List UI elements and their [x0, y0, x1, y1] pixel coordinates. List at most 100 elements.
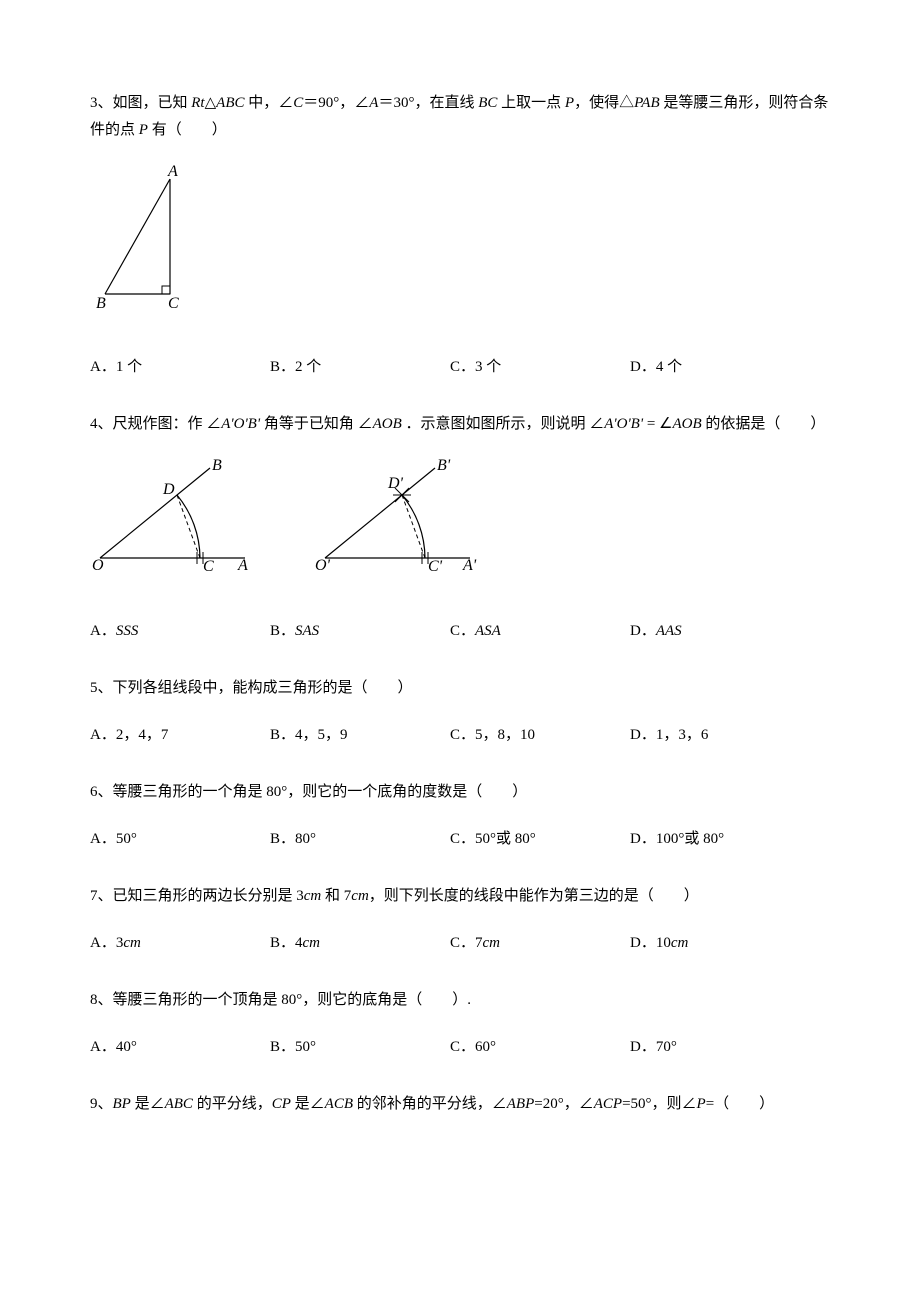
- q4-opt-a-pre: A．: [90, 623, 116, 639]
- q4-opt-d-pre: D．: [630, 623, 656, 639]
- q8-options: A．40° B．50° C．60° D．70°: [90, 1034, 830, 1061]
- q4-options: A．SSS B．SAS C．ASA D．AAS: [90, 618, 830, 645]
- q4-opt-d: D．AAS: [630, 618, 810, 645]
- q4-aob2: AOB: [373, 416, 402, 432]
- q4-opt-c: C．ASA: [450, 618, 630, 645]
- q4-opt-d-val: AAS: [656, 623, 682, 639]
- q7-opt-c-val: cm: [483, 935, 501, 951]
- q9-acb: ACB: [325, 1096, 353, 1112]
- svg-text:D: D: [162, 481, 175, 498]
- q7-t1: 7、已知三角形的两边长分别是 3: [90, 888, 304, 904]
- svg-text:D': D': [387, 475, 404, 492]
- q7-opt-d-pre: D．10: [630, 935, 671, 951]
- q4-m1: 角等于已知角 ∠: [260, 416, 373, 432]
- svg-text:B: B: [96, 295, 106, 312]
- q3-e1: ＝90°，∠: [303, 95, 369, 111]
- q3-figure: A B C: [90, 164, 830, 324]
- q3-e2: ＝30°，在直线: [378, 95, 478, 111]
- svg-text:C: C: [168, 295, 179, 312]
- q3-text: 3、如图，已知 Rt△ABC 中，∠C＝90°，∠A＝30°，在直线 BC 上取…: [90, 90, 830, 144]
- q4-tail: 的依据是（ ）: [702, 416, 826, 432]
- svg-text:O': O': [315, 557, 331, 574]
- q4-opt-b-val: SAS: [295, 623, 319, 639]
- q7-opt-a-pre: A．3: [90, 935, 123, 951]
- q8-opt-a: A．40°: [90, 1034, 270, 1061]
- q3-opt-c: C．3 个: [450, 354, 630, 381]
- q3-p2: P: [139, 122, 148, 138]
- q3-abc: ABC: [216, 95, 244, 111]
- q3-opt-b: B．2 个: [270, 354, 450, 381]
- q9-abc: ABC: [165, 1096, 193, 1112]
- q3-p: P: [565, 95, 574, 111]
- q6-opt-c: C．50°或 80°: [450, 826, 630, 853]
- q5-opt-c: C．5，8，10: [450, 722, 630, 749]
- svg-text:A': A': [462, 557, 477, 574]
- q6-opt-d: D．100°或 80°: [630, 826, 810, 853]
- q3-tri: △: [205, 95, 217, 111]
- q5-options: A．2，4，7 B．4，5，9 C．5，8，10 D．1，3，6: [90, 722, 830, 749]
- q4-opt-a-val: SSS: [116, 623, 139, 639]
- svg-text:O: O: [92, 557, 104, 574]
- q7-opt-c: C．7cm: [450, 930, 630, 957]
- q6-options: A．50° B．80° C．50°或 80° D．100°或 80°: [90, 826, 830, 853]
- svg-text:C': C': [428, 558, 443, 575]
- q9-p5: 的邻补角的平分线，∠: [353, 1096, 507, 1112]
- svg-text:B: B: [212, 458, 222, 474]
- q7-tail: ，则下列长度的线段中能作为第三边的是（ ）: [369, 888, 699, 904]
- q9-abp: ABP: [507, 1096, 535, 1112]
- q9-p2: 是∠: [131, 1096, 165, 1112]
- q6-opt-a: A．50°: [90, 826, 270, 853]
- q3-opt-d: D．4 个: [630, 354, 810, 381]
- q4-figure: O A B C D O' A' B' C' D': [90, 458, 830, 578]
- q4-text: 4、尺规作图：作 ∠A'O'B' 角等于已知角 ∠AOB ．示意图如图所示，则说…: [90, 411, 830, 438]
- q5-opt-b: B．4，5，9: [270, 722, 450, 749]
- svg-text:A: A: [237, 557, 248, 574]
- q3-c: C: [293, 95, 303, 111]
- q4-aob4: AOB: [672, 416, 701, 432]
- q9-p1: 9、: [90, 1096, 113, 1112]
- q5-opt-a: A．2，4，7: [90, 722, 270, 749]
- q9-p3: 的平分线，: [193, 1096, 272, 1112]
- q4-opt-b: B．SAS: [270, 618, 450, 645]
- q7-opt-b: B．4cm: [270, 930, 450, 957]
- q9-text: 9、BP 是∠ABC 的平分线，CP 是∠ACB 的邻补角的平分线，∠ABP=2…: [90, 1091, 830, 1118]
- q9-bp: BP: [113, 1096, 131, 1112]
- q3-m2: 上取一点: [497, 95, 565, 111]
- q7-opt-d-val: cm: [671, 935, 689, 951]
- q6-opt-b: B．80°: [270, 826, 450, 853]
- q6-text: 6、等腰三角形的一个角是 80°，则它的一个底角的度数是（ ）: [90, 779, 830, 806]
- q3-m1: 中，∠: [245, 95, 294, 111]
- q3-options: A．1 个 B．2 个 C．3 个 D．4 个: [90, 354, 830, 381]
- svg-text:A: A: [167, 164, 178, 180]
- svg-text:C: C: [203, 558, 214, 575]
- q5-opt-d: D．1，3，6: [630, 722, 810, 749]
- q8-text: 8、等腰三角形的一个顶角是 80°，则它的底角是（ ）.: [90, 987, 830, 1014]
- q7-text: 7、已知三角形的两边长分别是 3cm 和 7cm，则下列长度的线段中能作为第三边…: [90, 883, 830, 910]
- q9-acp: ACP: [594, 1096, 622, 1112]
- q9-pvar: P: [697, 1096, 706, 1112]
- q4-opt-c-pre: C．: [450, 623, 475, 639]
- q7-opt-a: A．3cm: [90, 930, 270, 957]
- q7-opt-b-val: cm: [303, 935, 321, 951]
- q9-p8: =（ ）: [706, 1096, 774, 1112]
- q7-cm1: cm: [304, 888, 322, 904]
- q8-opt-c: C．60°: [450, 1034, 630, 1061]
- q7-cm2: cm: [351, 888, 369, 904]
- q4-opt-c-val: ASA: [475, 623, 501, 639]
- q7-mid: 和 7: [321, 888, 351, 904]
- q5-text: 5、下列各组线段中，能构成三角形的是（ ）: [90, 675, 830, 702]
- q3-pab: PAB: [634, 95, 660, 111]
- q3-tail2: 有（ ）: [148, 122, 227, 138]
- q4-opt-b-pre: B．: [270, 623, 295, 639]
- q4-m2: ．示意图如图所示，则说明 ∠: [402, 416, 605, 432]
- q9-p6: =20°，∠: [534, 1096, 593, 1112]
- q4-opt-a: A．SSS: [90, 618, 270, 645]
- q7-opt-c-pre: C．7: [450, 935, 483, 951]
- q8-opt-b: B．50°: [270, 1034, 450, 1061]
- q7-opt-a-val: cm: [123, 935, 141, 951]
- q4-aob1: A'O'B': [221, 416, 260, 432]
- q3-t1: 3、如图，已知: [90, 95, 191, 111]
- q9-p4: 是∠: [291, 1096, 325, 1112]
- q7-options: A．3cm B．4cm C．7cm D．10cm: [90, 930, 830, 957]
- q3-rt: Rt: [191, 95, 204, 111]
